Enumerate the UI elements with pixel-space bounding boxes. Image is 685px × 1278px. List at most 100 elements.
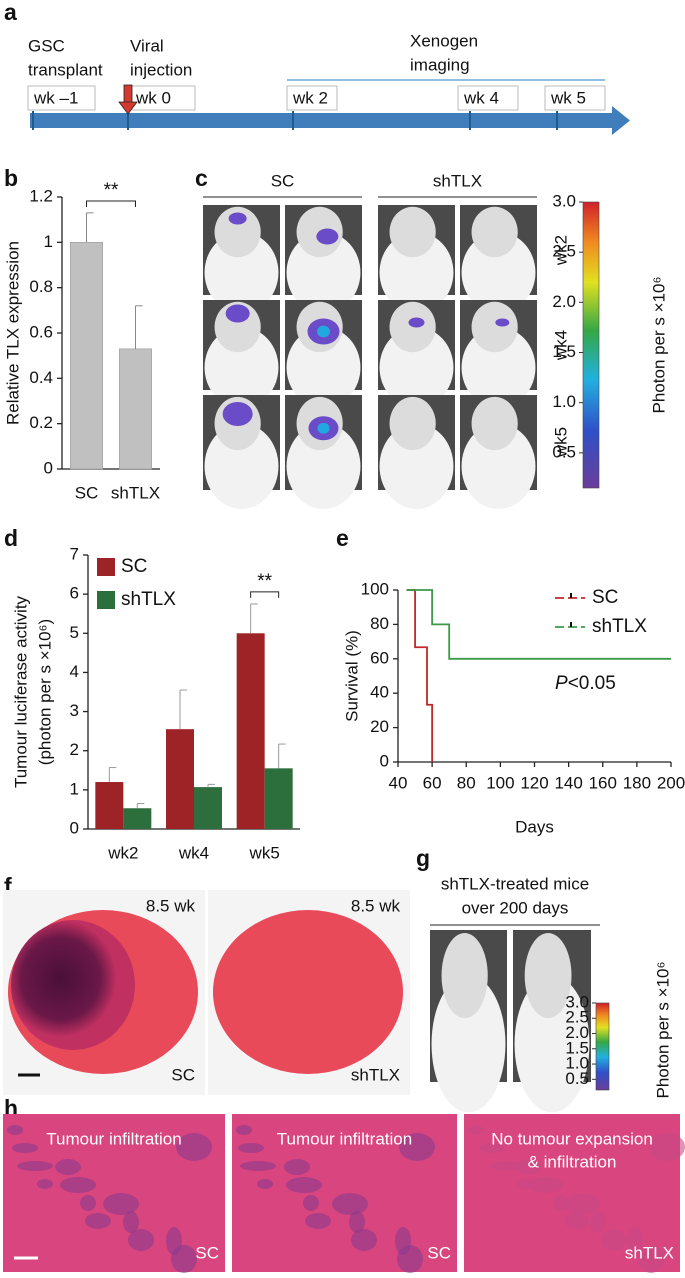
cell-cluster [176,1133,212,1161]
mouse-body [286,327,361,408]
cell-cluster [490,1161,526,1171]
colorbar-tick-label: 1.5 [552,342,576,361]
cell-cluster [564,1193,600,1215]
mouse-body [204,423,279,509]
y-axis-label: Tumour luciferase activity [11,595,30,788]
y-tick-label: 4 [70,662,79,681]
colorbar-label: Photon per s ×10⁶ [653,962,672,1099]
signal [225,304,250,323]
mouse-body [514,975,590,1113]
panel-label: e [336,525,349,551]
group-label: SC [195,1243,219,1262]
y-tick-label: 1 [44,232,53,251]
panel-label: b [4,165,18,191]
cell-cluster [627,1227,643,1255]
y-tick-label: 60 [370,648,389,667]
cell-cluster [37,1179,53,1189]
colorbar-tick-label: 1.0 [552,392,576,411]
significance-label: ** [257,571,272,592]
cell-cluster [349,1211,365,1233]
y-tick-label: 0.2 [29,413,53,432]
cell-cluster [351,1229,377,1251]
cell-cluster [638,1245,664,1273]
survival-line [406,589,671,660]
cell-cluster [60,1177,96,1193]
panel-label: f [4,873,12,899]
week-box [457,85,519,111]
event-label: Viral [130,36,164,55]
colorbar [582,201,600,489]
mouse-head [389,206,436,258]
survival-line [406,589,434,762]
week-box [129,85,196,111]
mouse-image [285,395,362,509]
week-box [544,85,606,111]
event-label: imaging [410,55,470,74]
mouse-image [203,300,280,408]
mouse-image [285,300,362,408]
mouse-body [204,327,279,408]
x-tick-label: 120 [520,773,548,792]
annotation-rest: <0.05 [568,673,616,694]
cell-cluster [7,1125,23,1135]
y-tick-label: 0 [70,818,79,837]
mouse-head [214,206,261,258]
event-label: Xenogen [410,31,478,50]
row-label: wk4 [551,330,570,361]
y-tick-label: 7 [70,544,79,563]
y-tick-label: 5 [70,623,79,642]
colorbar-tick-label: 0.5 [565,1069,589,1088]
x-tick-label: wk5 [249,843,280,862]
colorbar-tick-label: 2.5 [552,242,576,261]
mouse-head [471,396,518,451]
bar [264,768,293,829]
event-label: GSC [28,36,65,55]
cell-cluster [564,1213,590,1229]
y-tick-label: 40 [370,683,389,702]
time-label: 8.5 wk [146,896,196,915]
cell-cluster [240,1161,276,1171]
mouse-head [471,301,518,353]
y-tick-label: 2 [70,740,79,759]
bar [119,348,152,470]
colorbar-tick-label: 2.0 [552,292,576,311]
cell-cluster [12,1143,38,1153]
mouse-image [203,395,280,509]
group-label: shTLX [433,171,482,190]
mouse-image [378,205,455,313]
cell-cluster [171,1245,197,1273]
x-tick-label: 160 [589,773,617,792]
y-axis-label: Relative TLX expression [3,241,22,425]
week-box [286,85,338,111]
cell-cluster [80,1195,96,1211]
legend-swatch [97,591,115,609]
colorbar-tick-label: 1.5 [565,1038,589,1057]
cell-cluster [55,1159,81,1175]
mouse-head [524,933,572,1019]
colorbar-tick-label: 3.0 [552,191,576,210]
cell-cluster [123,1211,139,1233]
y-tick-label: 0 [380,751,389,770]
brain [213,910,403,1074]
cell-cluster [236,1125,252,1135]
mouse-image [378,300,455,408]
cell-cluster [516,1179,532,1189]
group-label: shTLX [351,1065,400,1084]
cell-cluster [649,1133,685,1161]
row-label: wk5 [551,427,570,458]
mouse-image [430,930,507,1113]
injection-arrow-shaft [123,84,133,104]
signal-core [317,325,330,338]
group-label: SC [171,1065,195,1084]
mouse-body [286,232,361,313]
caption: Tumour infiltration [46,1129,181,1148]
panel-label: d [4,525,18,551]
mouse-head [389,396,436,451]
cell-cluster [17,1161,53,1171]
cell-cluster [303,1195,319,1211]
mouse-body [379,232,454,313]
x-tick-label: 140 [554,773,582,792]
colorbar-tick-label: 0.5 [552,442,576,461]
colorbar-tick-label: 2.0 [565,1023,589,1042]
